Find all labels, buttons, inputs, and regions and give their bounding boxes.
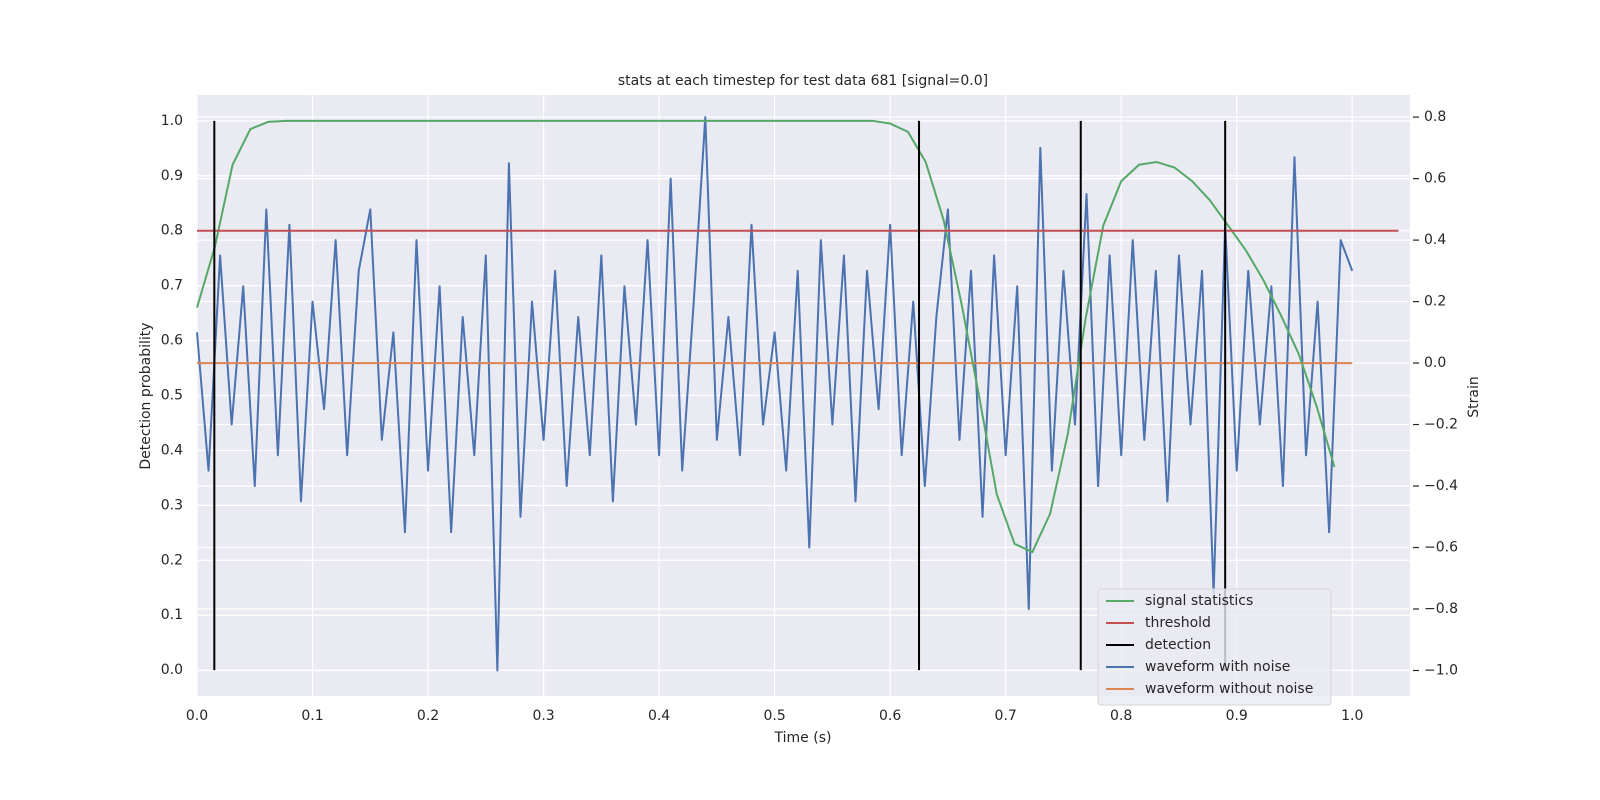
y-axis-label: Detection probability <box>138 322 154 469</box>
y2-tick-label: 0.8 <box>1424 109 1446 125</box>
y-tick-label: 0.8 <box>161 223 183 239</box>
x-tick-label: 1.0 <box>1341 708 1363 724</box>
y2-tick-label: 0.6 <box>1424 171 1446 187</box>
x-tick-label: 0.7 <box>995 708 1017 724</box>
y-tick-label: 0.6 <box>161 333 183 349</box>
y-tick-label: 1.0 <box>161 113 183 129</box>
x-tick-label: 0.2 <box>417 708 439 724</box>
legend-box <box>1097 588 1332 706</box>
series-line <box>196 116 1354 672</box>
x-tick-label: 0.0 <box>186 708 208 724</box>
x-tick-label: 0.5 <box>763 708 785 724</box>
y2-tick-label: 0.4 <box>1424 232 1446 248</box>
y2-tick-label: −1.0 <box>1424 662 1458 678</box>
y-tick-label: 0.2 <box>161 552 183 568</box>
legend-label: threshold <box>1145 615 1211 631</box>
y2-tick-label: 0.2 <box>1424 294 1446 310</box>
y2-axis-label: Strain <box>1466 376 1482 417</box>
x-tick-label: 0.6 <box>879 708 901 724</box>
x-tick-label: 0.9 <box>1226 708 1248 724</box>
y2-tick-label: 0.0 <box>1424 355 1446 371</box>
y-tick-label: 0.4 <box>161 442 183 458</box>
y-tick-label: 0.7 <box>161 278 183 294</box>
y-tick-label: 0.3 <box>161 497 183 513</box>
series-line <box>196 119 1336 554</box>
y2-tick-label: −0.8 <box>1424 601 1458 617</box>
legend: signal statistics threshold detection wavef… <box>1097 588 1332 706</box>
x-tick-label: 0.8 <box>1110 708 1132 724</box>
y-tick-label: 0.9 <box>161 168 183 184</box>
x-axis-label: Time (s) <box>774 730 832 746</box>
x-tick-label: 0.4 <box>648 708 670 724</box>
y2-tick-label: −0.6 <box>1424 540 1458 556</box>
legend-label: signal statistics <box>1145 593 1253 609</box>
y-tick-label: 0.1 <box>161 607 183 623</box>
y2-tick-label: −0.4 <box>1424 478 1458 494</box>
legend-label: detection <box>1145 637 1211 653</box>
y-tick-label: 0.0 <box>161 662 183 678</box>
chart-title: stats at each timestep for test data 681… <box>618 73 988 89</box>
legend-label: waveform without noise <box>1145 681 1313 697</box>
marks <box>196 116 1399 672</box>
x-tick-label: 0.3 <box>532 708 554 724</box>
legend-label: waveform with noise <box>1145 659 1290 675</box>
y2-tick-label: −0.2 <box>1424 417 1458 433</box>
x-tick-label: 0.1 <box>301 708 323 724</box>
y-tick-label: 0.5 <box>161 388 183 404</box>
